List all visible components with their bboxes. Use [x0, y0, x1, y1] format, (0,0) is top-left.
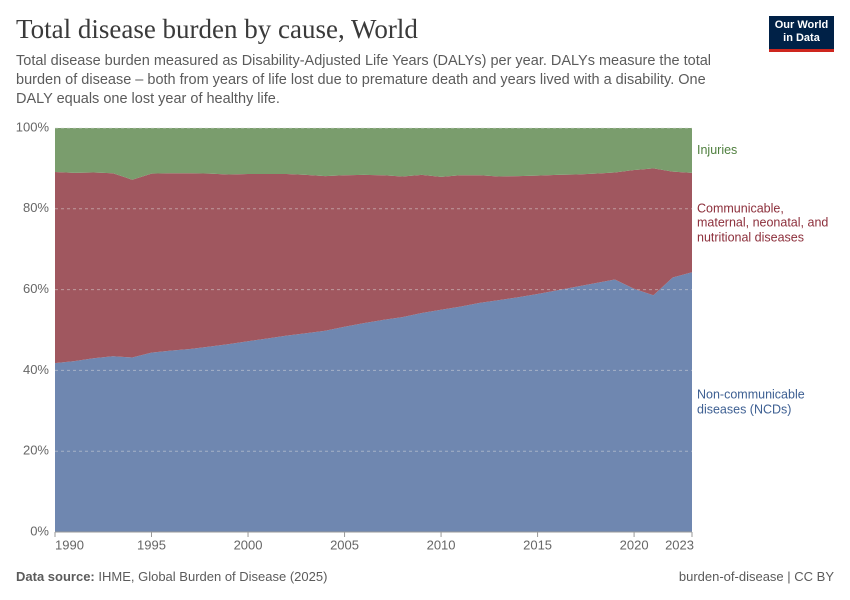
logo[interactable]: Our World in Data [769, 16, 834, 52]
footer-link[interactable]: burden-of-disease | CC BY [678, 569, 834, 584]
legend-label: Injuries [697, 143, 738, 158]
chart-subtitle: Total disease burden measured as Disabil… [16, 53, 712, 107]
logo-text: in Data [783, 32, 820, 44]
legend-label: Non-communicable diseases (NCDs) [697, 387, 805, 417]
x-tick-label: 2015 [523, 537, 552, 552]
legend-label: Communicable, maternal, neonatal, and nu… [697, 200, 829, 244]
area [55, 168, 692, 364]
logo-text: Our World [774, 19, 829, 31]
x-tick-label: 1990 [55, 537, 84, 552]
source: Data source: IHME, Global Burden of Dise… [16, 569, 327, 584]
x-tick-label: 2000 [234, 537, 263, 552]
chart-title: Total disease burden by cause, World [16, 14, 418, 44]
y-tick-label: 0% [30, 523, 49, 538]
y-tick-label: 100% [16, 119, 50, 134]
x-tick-label: 2010 [427, 537, 456, 552]
x-tick-label: 2020 [620, 537, 649, 552]
area [55, 272, 692, 532]
y-tick-label: 80% [23, 200, 49, 215]
y-tick-label: 40% [23, 362, 49, 377]
y-tick-label: 60% [23, 281, 49, 296]
x-tick-label: 1995 [137, 537, 166, 552]
area [55, 128, 692, 180]
y-tick-label: 20% [23, 443, 49, 458]
source-label: Data source: [16, 569, 95, 584]
x-tick-label: 2023 [665, 537, 694, 552]
source-text: IHME, Global Burden of Disease (2025) [98, 569, 328, 584]
x-tick-label: 2005 [330, 537, 359, 552]
